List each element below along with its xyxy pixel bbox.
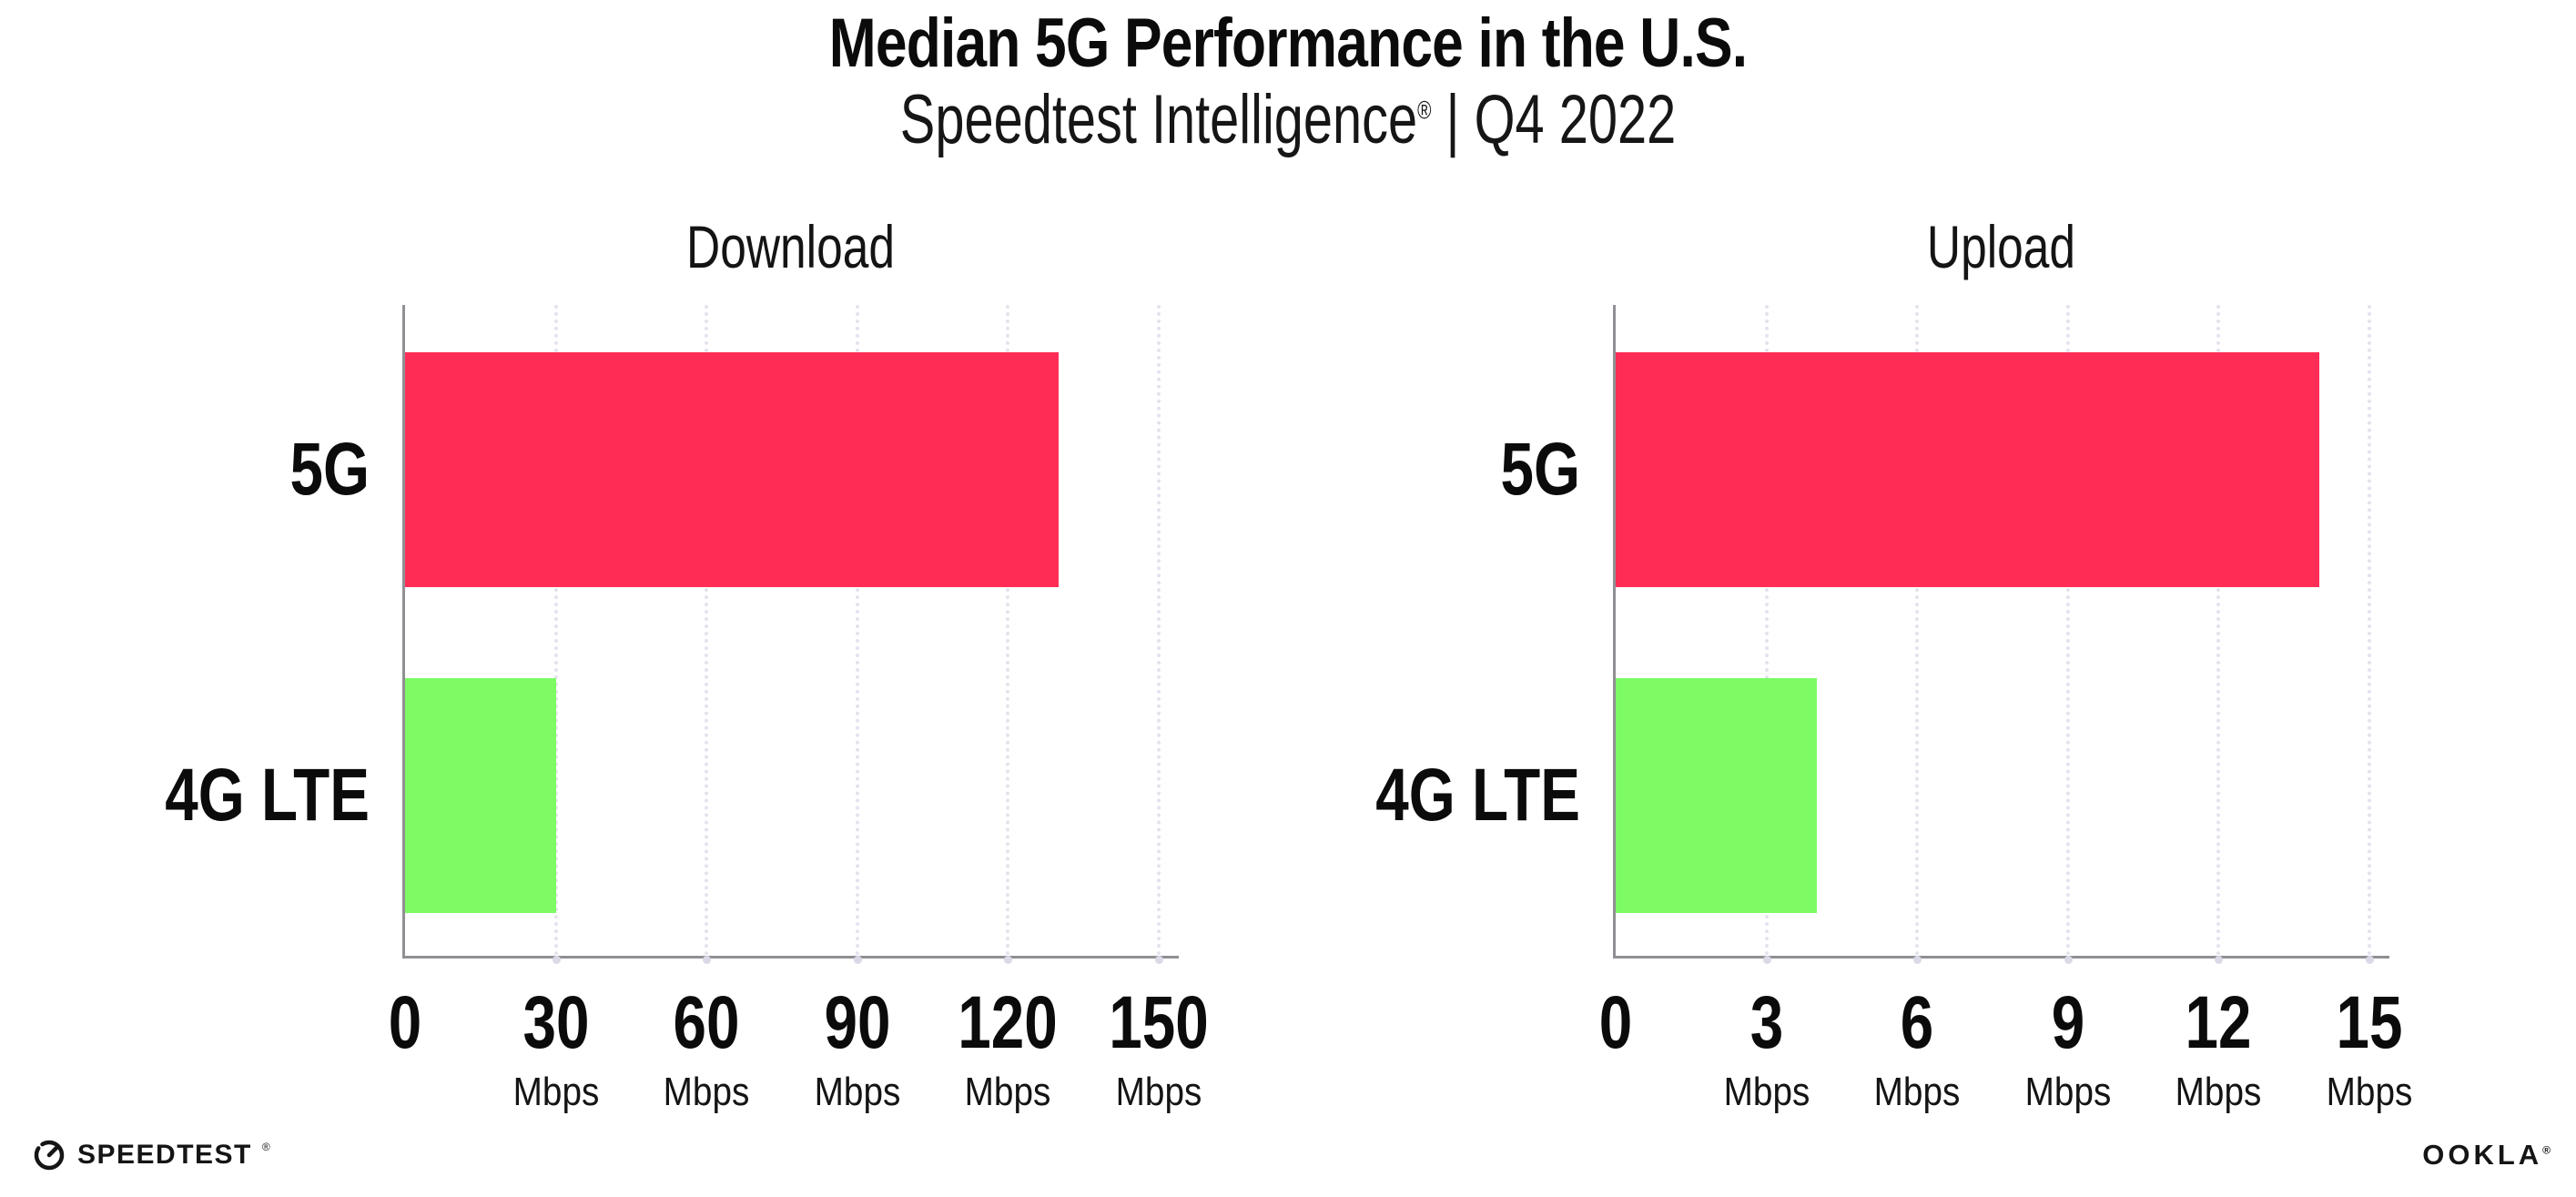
x-gridline [1004, 305, 1013, 964]
x-tick-unit-label: Mbps [1723, 1070, 1810, 1114]
ookla-registered-icon: ® [2542, 1143, 2551, 1157]
x-gridline [1913, 305, 1922, 964]
x-tick-label: 0 [388, 981, 422, 1064]
upload-plot-area: 0 3 Mbps 6 Mbps 9 Mbps 12 Mbps 15 Mbps [1599, 305, 2412, 1113]
upload-scale-area: 0 3 Mbps 6 Mbps 9 Mbps 12 Mbps 15 Mbps [1599, 305, 2412, 1113]
x-tick-label: 30 [522, 981, 590, 1064]
x-tick-label: 150 [1109, 981, 1209, 1064]
x-gridline [2366, 305, 2374, 964]
x-gridline [552, 305, 561, 964]
x-tick-label: 9 [2051, 981, 2085, 1064]
x-tick-unit-label: Mbps [2024, 1070, 2112, 1114]
x-tick-label: 6 [1900, 981, 1934, 1064]
x-tick-label: 120 [958, 981, 1059, 1064]
category-label-4g-lte: 4G LTE [165, 754, 370, 837]
page-subtitle: Speedtest Intelligence® | Q4 2022 [309, 80, 2267, 159]
x-tick-unit-label: Mbps [512, 1070, 599, 1114]
x-tick-unit-label: Mbps [663, 1070, 750, 1114]
subtitle-period: | Q4 2022 [1431, 81, 1677, 158]
x-gridline [2064, 305, 2073, 964]
registered-trademark-icon: ® [1417, 96, 1432, 125]
page-title: Median 5G Performance in the U.S. [828, 5, 1748, 82]
x-tick-label: 12 [2185, 981, 2252, 1064]
x-tick-unit-label: Mbps [1873, 1070, 1961, 1114]
speedtest-logo: SPEEDTEST ® [31, 1137, 270, 1173]
download-chart-title: Download [686, 213, 895, 280]
bar-5g [405, 352, 1059, 587]
bar-5g [1616, 352, 2319, 587]
speedtest-logo-text: SPEEDTEST [77, 1140, 252, 1170]
download-plot-area: 0 30 Mbps 60 Mbps 90 Mbps 120 Mbps 150 Mbps [389, 305, 1209, 1113]
x-tick-unit-label: Mbps [965, 1070, 1051, 1114]
x-tick-unit-label: Mbps [2326, 1070, 2413, 1114]
x-gridline [853, 305, 862, 964]
ookla-logo: OOKLA® [2422, 1139, 2551, 1172]
subtitle-brand: Speedtest Intelligence [899, 81, 1418, 158]
bar-4g-lte [405, 678, 556, 913]
x-gridline [1762, 305, 1771, 964]
download-chart: Download 0 30 Mbps 60 Mbps 90 Mbps 120 Mbps 150 Mb… [165, 214, 1209, 1113]
bar-4g-lte [1616, 678, 1817, 913]
x-gridline [703, 305, 712, 964]
ookla-logo-text: OOKLA [2422, 1139, 2543, 1171]
x-gridline [1155, 305, 1163, 964]
category-label-5g: 5G [1500, 428, 1580, 511]
x-tick-label: 15 [2336, 981, 2403, 1064]
x-tick-unit-label: Mbps [2175, 1070, 2262, 1114]
x-tick-unit-label: Mbps [814, 1070, 901, 1114]
upload-chart-title: Upload [1926, 213, 2076, 280]
x-tick-label: 0 [1598, 981, 1633, 1064]
category-label-5g: 5G [289, 428, 370, 511]
x-gridline [2215, 305, 2224, 964]
speedtest-gauge-icon [34, 1140, 65, 1171]
speedtest-registered-icon: ® [261, 1141, 270, 1153]
x-tick-label: 90 [824, 981, 891, 1064]
x-tick-unit-label: Mbps [1115, 1070, 1202, 1114]
category-label-4g-lte: 4G LTE [1375, 754, 1580, 837]
x-tick-label: 3 [1749, 981, 1783, 1064]
x-tick-label: 60 [673, 981, 740, 1064]
download-scale-area: 0 30 Mbps 60 Mbps 90 Mbps 120 Mbps 150 Mbps [389, 305, 1209, 1113]
upload-chart: Upload 0 3 Mbps 6 Mbps 9 Mbps 12 Mbps 15 Mbps 5G 4G… [1375, 214, 2412, 1113]
